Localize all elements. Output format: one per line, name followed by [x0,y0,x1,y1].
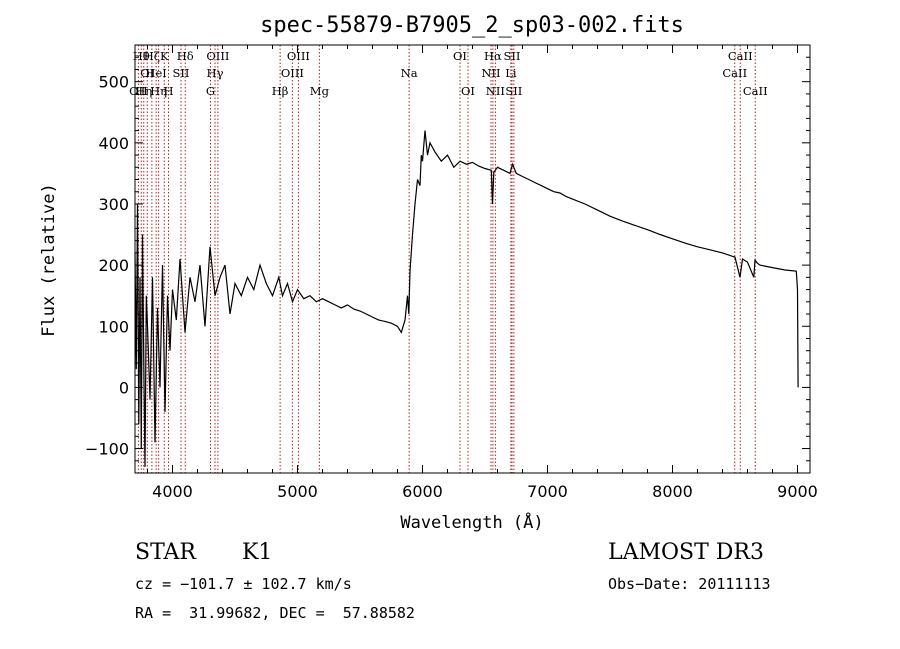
x-axis-label: Wavelength (Å) [400,511,543,533]
y-tick-label: −100 [85,440,129,459]
y-tick-label: 300 [98,195,129,214]
y-tick-label: 200 [98,256,129,275]
marker-label: NII [486,84,505,98]
plot-frame [134,44,811,474]
marker-label: Hζ [144,49,160,63]
marker-label: CaII [722,66,747,80]
y-tick-label: 100 [98,317,129,336]
x-axis-ticks: 4000 5000 6000 7000 8000 9000 [147,45,818,501]
spectrum-chart: OIIHθHηOIHζHeIHηKHSIIHδGHγOIIIHβOIIIOIII… [39,13,818,533]
marker-label: OI [453,49,467,63]
marker-label: SII [505,84,522,98]
x-tick-label: 6000 [402,482,443,501]
marker-label: Hη [135,84,152,98]
y-tick-label: 400 [98,134,129,153]
marker-label: K [160,49,169,63]
marker-label: Hδ [177,49,194,63]
marker-label: Hβ [272,84,289,98]
observation-date: Obs−Date: 20111113 [608,575,771,593]
y-tick-label: 0 [119,378,129,397]
line-markers [137,45,756,473]
y-axis-label: Flux (relative) [39,183,59,337]
marker-label: Li [505,66,517,80]
marker-label: OIII [281,66,304,80]
marker-label: Na [401,66,418,80]
line-marker-labels: OIIHθHηOIHζHeIHηKHSIIHδGHγOIIIHβOIIIOIII… [129,49,768,98]
marker-label: SII [173,66,190,80]
marker-label: Hθ [133,49,150,63]
redshift-cz: cz = −101.7 ± 102.7 km/s [135,575,352,593]
spectrum-line [134,130,799,467]
marker-label: OII [129,84,148,98]
marker-label: Mg [310,84,330,98]
x-tick-label: 5000 [277,482,318,501]
marker-label: NII [481,66,500,80]
marker-label: CaII [743,84,768,98]
survey-release: LAMOST DR3 [608,540,764,565]
object-subclass: K1 [242,540,273,565]
marker-label: G [206,84,215,98]
marker-label: Hγ [207,66,224,80]
marker-label: HeI [145,66,166,80]
x-tick-label: 7000 [527,482,568,501]
y-tick-label: 500 [98,73,129,92]
x-tick-label: 4000 [152,482,193,501]
marker-label: H [163,84,173,98]
marker-label: OI [140,66,154,80]
marker-label: OI [461,84,475,98]
marker-label: SII [504,49,521,63]
x-tick-label: 9000 [777,482,818,501]
chart-title: spec-55879-B7905_2_sp03-002.fits [260,13,684,38]
object-class: STAR [135,540,196,565]
marker-label: Hα [484,49,502,63]
y-axis-ticks: −100 0 100 200 300 400 500 [85,56,810,462]
marker-label: OIII [287,49,310,63]
x-tick-label: 8000 [652,482,693,501]
marker-label: OIII [206,49,229,63]
marker-label: Hη [150,84,167,98]
marker-label: CaII [728,49,753,63]
sky-coordinates: RA = 31.99682, DEC = 57.88582 [135,604,415,622]
